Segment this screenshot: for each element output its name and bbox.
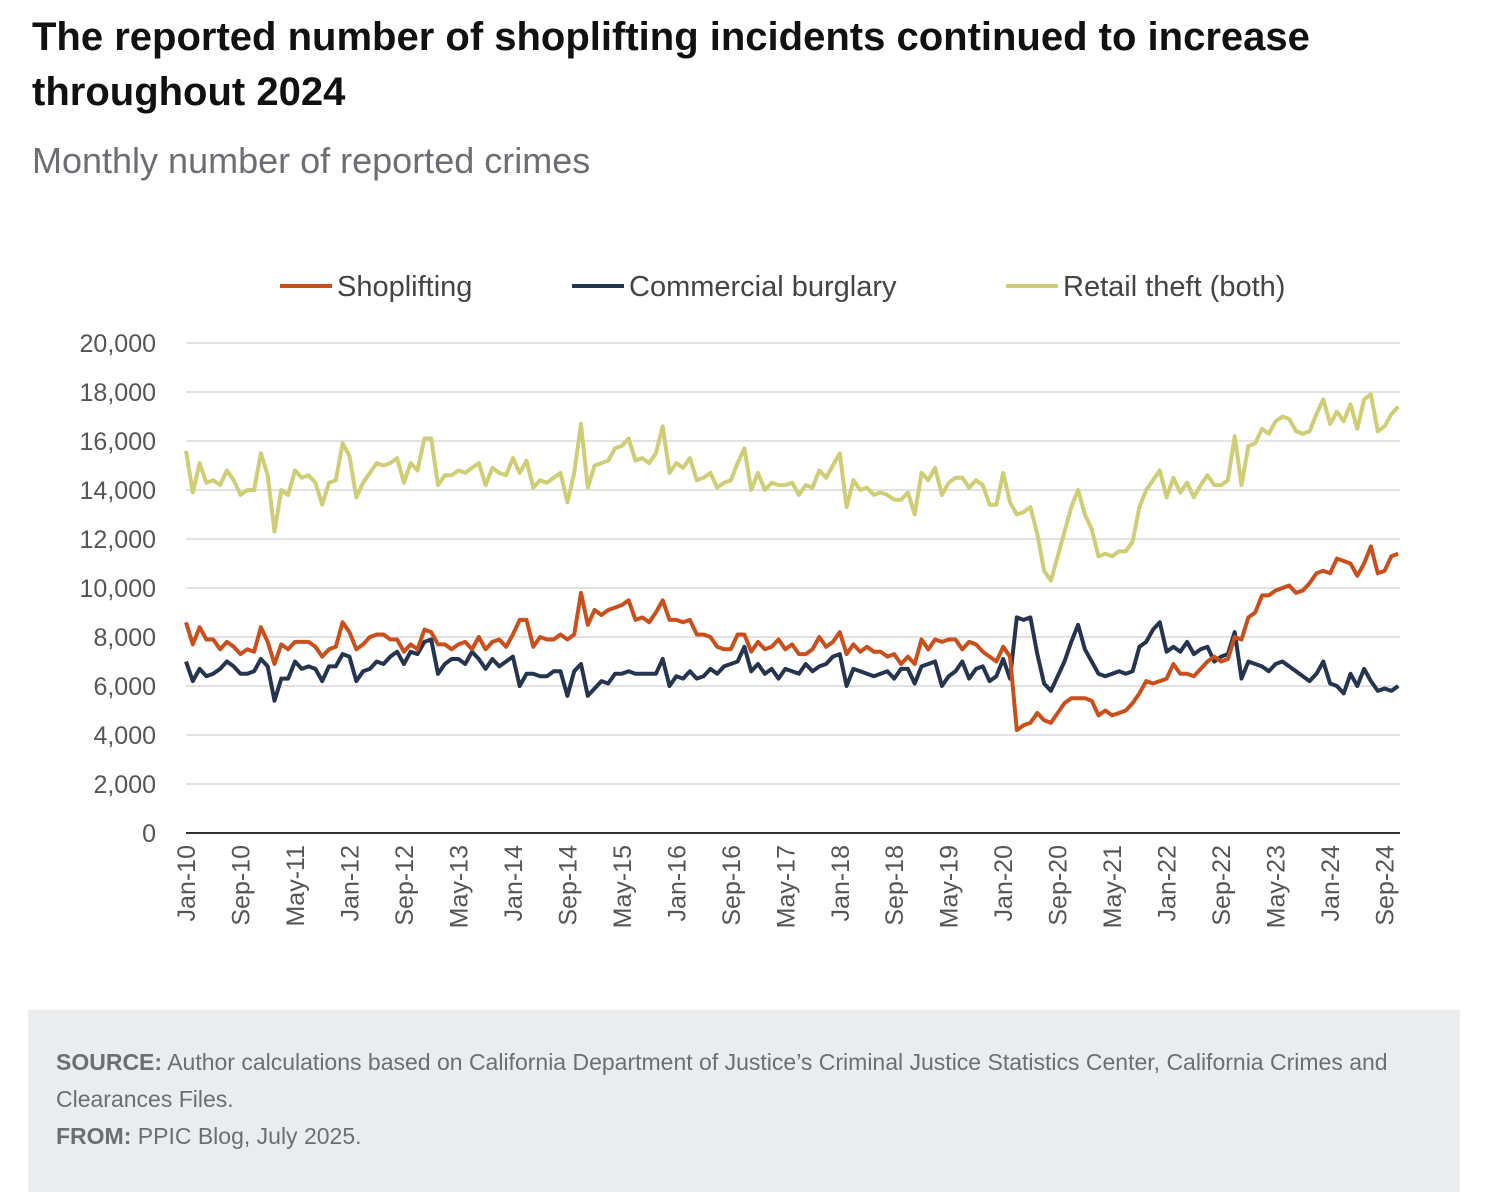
chart-title: The reported number of shoplifting incid… [32,15,1310,114]
x-tick-label: May-17 [772,845,800,928]
x-tick-label: Jan-16 [663,845,691,921]
x-tick-label: Sep-10 [227,845,255,926]
legend-label: Commercial burglary [629,271,897,303]
x-tick-label: Jan-22 [1154,845,1182,921]
legend: Shoplifting Commercial burglary Retail the… [280,271,1285,303]
line-chart: Shoplifting Commercial burglary Retail the… [80,271,1400,928]
series-lines [184,392,1400,733]
y-tick-label: 0 [142,820,156,848]
x-tick-label: May-15 [609,845,637,928]
x-tick-label: May-21 [1099,845,1127,928]
y-axis: 0 2,000 4,000 6,000 8,000 10,000 12,000 14,000 1… [80,330,156,848]
y-tick-label: 16,000 [80,428,156,456]
from-text: PPIC Blog, July 2025. [137,1123,362,1149]
chart-subtitle: Monthly number of reported crimes [32,140,591,181]
gridlines [186,342,1400,834]
y-tick-label: 2,000 [93,771,156,799]
series-line-shoplifting [184,544,1399,733]
x-tick-label: Jan-20 [990,845,1018,921]
legend-label: Shoplifting [337,271,472,303]
x-tick-label: Sep-12 [391,845,419,926]
y-tick-label: 4,000 [93,722,156,750]
y-tick-label: 10,000 [80,575,156,603]
x-tick-label: Jan-14 [500,845,528,922]
x-tick-label: Sep-22 [1208,845,1236,926]
x-tick-label: Jan-24 [1317,845,1345,922]
x-tick-label: May-13 [445,845,473,928]
y-tick-label: 12,000 [80,526,156,554]
x-tick-label: May-11 [282,845,310,927]
x-tick-label: Sep-20 [1045,845,1073,926]
x-tick-label: Jan-12 [336,845,364,921]
x-tick-label: Sep-16 [718,845,746,926]
y-tick-label: 8,000 [93,624,156,652]
x-tick-label: Sep-14 [554,845,582,926]
source-note: SOURCE: Author calculations based on Cal… [28,1010,1460,1192]
x-tick-label: May-23 [1263,845,1291,928]
series-line-commercial-burglary [184,615,1400,703]
y-tick-label: 14,000 [80,477,156,505]
x-axis: Jan-10 Sep-10 May-11 Jan-12 Sep-12 May-13 Jan-… [173,845,1400,928]
from-label: FROM: [56,1123,132,1149]
x-tick-label: Sep-24 [1372,845,1400,926]
x-tick-label: Jan-10 [173,845,201,921]
source-label: SOURCE: [56,1049,163,1075]
y-tick-label: 18,000 [80,379,156,407]
x-tick-label: Jan-18 [827,845,855,921]
legend-label: Retail theft (both) [1063,271,1285,303]
x-tick-label: Sep-18 [881,845,909,926]
x-tick-label: May-19 [936,845,964,928]
y-tick-label: 6,000 [93,673,156,701]
y-tick-label: 20,000 [80,330,156,358]
series-line-retail-theft-both [184,392,1400,583]
source-text: Author calculations based on California … [56,1049,1388,1112]
